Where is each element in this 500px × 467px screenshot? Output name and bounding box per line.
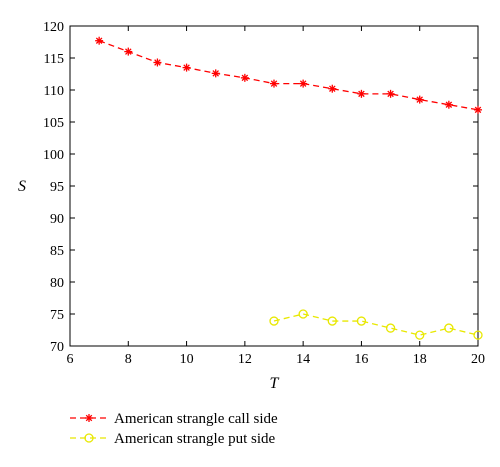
data-point-asterisk <box>124 47 133 56</box>
y-tick-label: 110 <box>44 84 64 99</box>
x-tick-label: 20 <box>471 352 485 367</box>
data-point-asterisk <box>270 79 278 88</box>
data-point-asterisk <box>85 414 93 422</box>
series-line <box>273 313 479 336</box>
y-axis-label: S <box>18 178 26 195</box>
legend: American strangle call side American stra… <box>70 411 278 447</box>
data-point-asterisk <box>357 89 366 98</box>
y-tick-label: 115 <box>44 52 64 67</box>
data-point-asterisk <box>182 63 191 72</box>
data-point-asterisk <box>415 95 424 104</box>
plot-frame <box>69 25 479 347</box>
x-axis-label: T <box>270 375 280 392</box>
x-tick-label: 10 <box>180 352 194 367</box>
data-point-circle <box>444 323 454 333</box>
legend-label: American strangle call side <box>114 411 278 427</box>
data-point-asterisk <box>474 105 482 114</box>
x-tick-label: 16 <box>354 352 368 367</box>
data-point-circle <box>385 323 396 333</box>
legend-item: American strangle put side <box>70 431 276 447</box>
data-point-circle <box>327 316 337 326</box>
y-tick-label: 75 <box>50 308 64 323</box>
data-point-circle <box>269 316 279 326</box>
plot-area <box>69 25 479 347</box>
data-point-asterisk <box>95 36 104 45</box>
y-tick-label: 80 <box>50 276 64 291</box>
y-tick-label: 85 <box>50 244 64 259</box>
y-tick-label: 105 <box>43 116 64 131</box>
data-point-circle <box>84 433 94 443</box>
x-tick-label: 18 <box>413 352 427 367</box>
data-point-circle <box>356 316 367 326</box>
series-1 <box>95 36 482 114</box>
y-tick-label: 100 <box>43 148 64 163</box>
series-line <box>98 40 479 111</box>
data-point-asterisk <box>240 73 249 82</box>
x-tick-label: 14 <box>296 352 310 367</box>
data-point-circle <box>415 330 425 340</box>
x-tick-label: 12 <box>238 352 252 367</box>
legend-label: American strangle put side <box>114 431 276 447</box>
data-point-circle <box>298 309 308 319</box>
data-point-asterisk <box>211 69 220 78</box>
axis-ticks: 6 8 10 12 14 16 18 20 70 75 80 85 90 95 100 105 110 115 12… <box>43 20 485 367</box>
data-point-asterisk <box>299 79 308 88</box>
y-tick-label: 70 <box>50 340 64 355</box>
data-point-asterisk <box>153 58 162 67</box>
data-point-asterisk <box>386 89 395 98</box>
y-tick-label: 95 <box>50 180 64 195</box>
data-point-asterisk <box>328 84 337 93</box>
x-tick-label: 6 <box>67 352 74 367</box>
series-2 <box>269 309 483 340</box>
x-tick-label: 8 <box>125 352 132 367</box>
y-tick-label: 90 <box>50 212 64 227</box>
legend-item: American strangle call side <box>70 411 278 427</box>
y-tick-label: 120 <box>43 20 64 35</box>
data-series <box>95 36 483 340</box>
data-point-asterisk <box>444 100 453 109</box>
data-point-circle <box>473 330 483 340</box>
